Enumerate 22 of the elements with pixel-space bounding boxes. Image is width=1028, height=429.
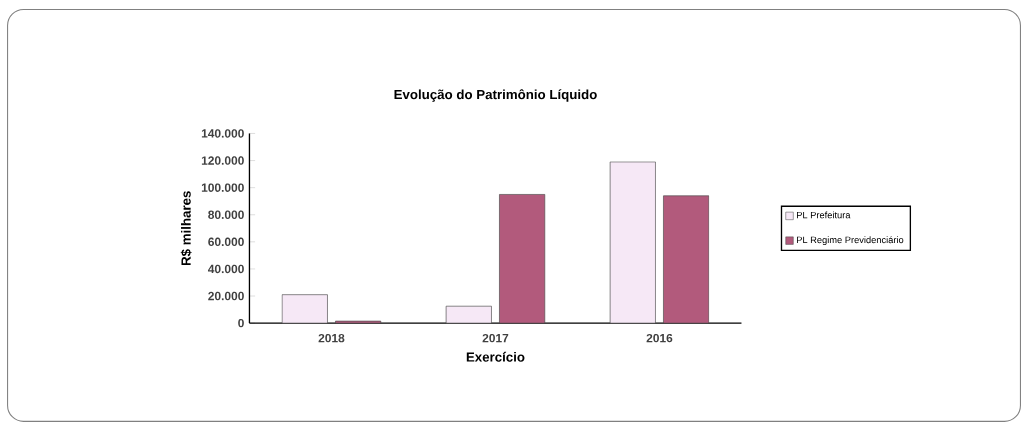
bar bbox=[445, 305, 492, 324]
x-tick-label: 2018 bbox=[318, 333, 345, 343]
y-tick-label: 60.000 bbox=[208, 237, 244, 247]
bar bbox=[281, 294, 328, 324]
x-tick-label: 2016 bbox=[646, 333, 673, 343]
x-axis-title: Exercício bbox=[466, 351, 525, 362]
legend-label: PL Prefeitura bbox=[797, 211, 851, 219]
legend-label: PL Regime Previdenciário bbox=[797, 236, 904, 246]
y-tick-label: 140.000 bbox=[201, 129, 244, 138]
y-axis-title: R$ milhares bbox=[180, 191, 192, 266]
y-tick-label: 40.000 bbox=[207, 264, 244, 274]
y-tick-label: 120.000 bbox=[201, 156, 244, 165]
y-tick-label: 20.000 bbox=[208, 291, 244, 301]
x-tick-label: 2017 bbox=[482, 333, 509, 343]
y-tick-label: 100.000 bbox=[201, 183, 244, 192]
y-tick-label: 0 bbox=[238, 318, 244, 328]
bar bbox=[663, 195, 710, 324]
bar bbox=[499, 194, 546, 324]
bar bbox=[609, 161, 656, 324]
y-tick-label: 80.000 bbox=[208, 210, 244, 219]
bar bbox=[335, 320, 382, 324]
chart-title: Evolução do Patrimônio Líquido bbox=[394, 89, 597, 102]
